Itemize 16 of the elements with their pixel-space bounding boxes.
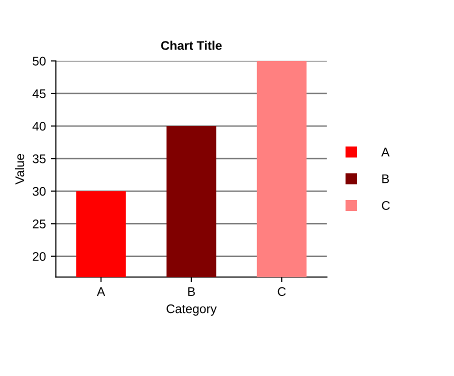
chart-title: Chart Title — [161, 40, 222, 50]
y-tick-label: 50 — [32, 56, 46, 66]
legend-label: A — [381, 148, 390, 156]
legend-label: B — [382, 174, 389, 184]
x-tick-label: A — [96, 287, 106, 296]
y-tick-label: 20 — [32, 252, 46, 261]
y-axis-title: Value — [15, 154, 24, 184]
y-tick-label: 45 — [32, 89, 46, 98]
x-tick-label: C — [278, 287, 286, 296]
x-tick-label: B — [188, 287, 195, 296]
legend-label: C — [382, 201, 390, 210]
y-tick-label: 35 — [32, 154, 46, 164]
y-tick-label: 25 — [32, 220, 46, 228]
y-tick-label: 30 — [32, 186, 46, 196]
x-axis-title: Category — [166, 304, 217, 316]
y-tick-label: 40 — [32, 122, 46, 131]
